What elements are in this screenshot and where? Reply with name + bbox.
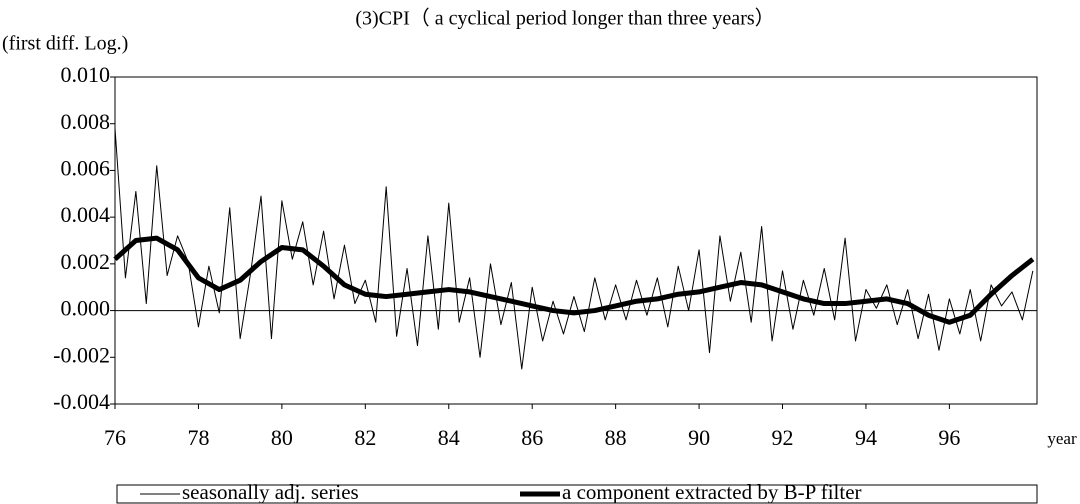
x-tick-label: 96 — [938, 425, 960, 450]
x-tick-label: 76 — [104, 425, 126, 450]
x-tick-label: 86 — [521, 425, 543, 450]
chart-title: (3)CPI（ a cyclical period longer than th… — [355, 7, 774, 30]
y-tick-label: -0.002 — [53, 342, 110, 367]
plot-frame — [114, 76, 1038, 405]
x-tick-label: 92 — [772, 425, 794, 450]
legend-label: a component extracted by B-P filter — [562, 480, 862, 504]
series-line — [114, 128, 1034, 370]
y-tick-label: 0.004 — [61, 202, 111, 227]
x-tick-label: 82 — [354, 425, 376, 450]
y-tick-label: 0.006 — [61, 155, 111, 180]
x-tick-label: 90 — [688, 425, 710, 450]
legend-label: seasonally adj. series — [182, 480, 359, 504]
y-tick-label: -0.004 — [53, 389, 110, 414]
x-tick-label: 80 — [271, 425, 293, 450]
x-tick-label: 88 — [605, 425, 627, 450]
y-tick-label: 0.000 — [61, 296, 111, 321]
legend-box — [116, 484, 1038, 504]
y-tick-label: 0.008 — [61, 109, 111, 134]
y-axis-label: (first diff. Log.) — [2, 33, 128, 55]
x-tick-label: 94 — [855, 425, 877, 450]
y-tick-label: 0.002 — [61, 249, 111, 274]
y-tick-label: 0.010 — [61, 62, 111, 87]
series-line — [113, 235, 1035, 325]
x-tick-label: 84 — [438, 425, 460, 450]
x-axis-label: year — [1047, 429, 1077, 448]
x-tick-label: 78 — [187, 425, 209, 450]
